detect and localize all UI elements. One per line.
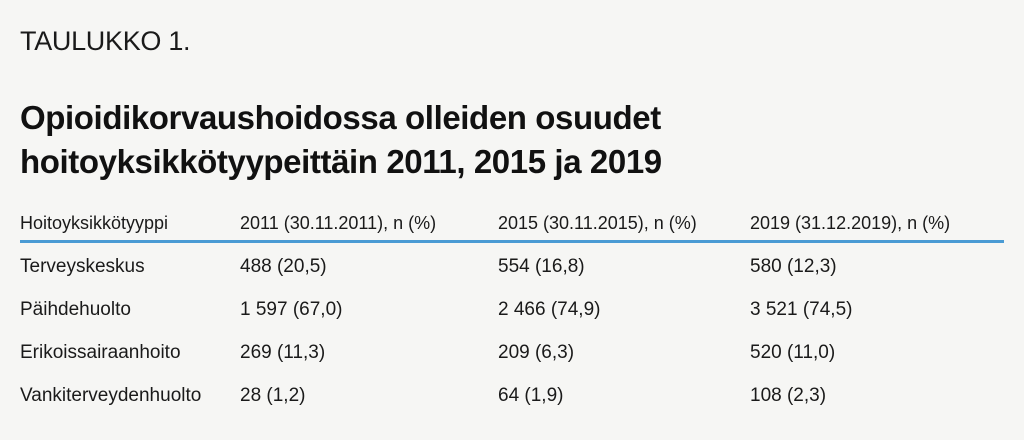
table-title-line-1: Opioidikorvaushoidossa olleiden osuudet xyxy=(20,99,661,136)
cell-2015: 209 (6,3) xyxy=(498,341,575,363)
cell-2019: 108 (2,3) xyxy=(750,384,827,406)
row-label: Päihdehuolto xyxy=(20,298,131,320)
table-row: Vankiterveydenhuolto 28 (1,2) 64 (1,9) 1… xyxy=(20,374,1004,417)
table-row: Terveyskeskus 488 (20,5) 554 (16,8) 580 … xyxy=(20,242,1004,289)
header-2019: 2019 (31.12.2019), n (%) xyxy=(750,206,1004,243)
cell-2011: 488 (20,5) xyxy=(240,255,327,277)
table-label: TAULUKKO 1. xyxy=(20,26,191,56)
table-title-line-2: hoitoyksikkötyypeittäin 2011, 2015 ja 20… xyxy=(20,143,662,180)
cell-2011: 28 (1,2) xyxy=(240,384,306,406)
table-title: Opioidikorvaushoidossa olleiden osuudet … xyxy=(20,96,1010,184)
table-row: Erikoissairaanhoito 269 (11,3) 209 (6,3)… xyxy=(20,331,1004,374)
row-label: Vankiterveydenhuolto xyxy=(20,384,202,406)
cell-2011: 269 (11,3) xyxy=(240,341,326,363)
header-2011: 2011 (30.11.2011), n (%) xyxy=(240,206,498,243)
header-unit-type: Hoitoyksikkötyyppi xyxy=(20,206,240,243)
header-2015: 2015 (30.11.2015), n (%) xyxy=(498,206,750,243)
row-label: Erikoissairaanhoito xyxy=(20,341,181,363)
cell-2011: 1 597 (67,0) xyxy=(240,298,343,320)
cell-2015: 2 466 (74,9) xyxy=(498,298,601,320)
cell-2019: 3 521 (74,5) xyxy=(750,298,853,320)
row-label: Terveyskeskus xyxy=(20,255,145,277)
table-header-row: Hoitoyksikkötyyppi 2011 (30.11.2011), n … xyxy=(20,206,1004,243)
data-table: Hoitoyksikkötyyppi 2011 (30.11.2011), n … xyxy=(20,206,1004,417)
cell-2019: 580 (12,3) xyxy=(750,255,837,277)
table-row: Päihdehuolto 1 597 (67,0) 2 466 (74,9) 3… xyxy=(20,288,1004,331)
cell-2019: 520 (11,0) xyxy=(750,341,836,363)
cell-2015: 554 (16,8) xyxy=(498,255,585,277)
cell-2015: 64 (1,9) xyxy=(498,384,564,406)
